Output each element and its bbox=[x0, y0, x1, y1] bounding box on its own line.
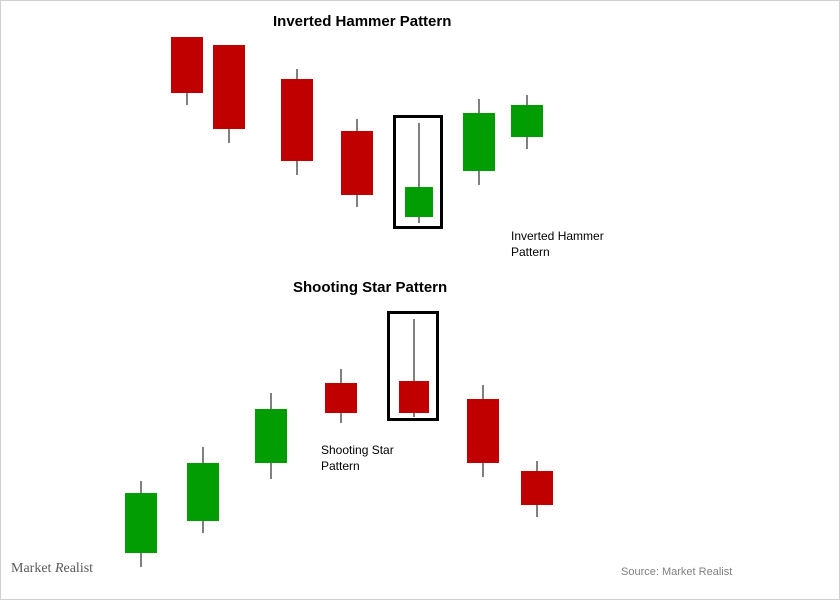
wick-lower bbox=[203, 521, 204, 533]
wick-upper bbox=[203, 447, 204, 463]
wick-lower bbox=[271, 463, 272, 479]
label-inverted-hammer: Inverted Hammer Pattern bbox=[511, 229, 604, 260]
candle-body bbox=[467, 399, 499, 463]
top-candle-2 bbox=[281, 69, 313, 175]
wick-upper bbox=[537, 461, 538, 471]
wick-lower bbox=[357, 195, 358, 207]
top-candle-5 bbox=[463, 99, 495, 185]
wick-upper bbox=[271, 393, 272, 409]
wick-upper bbox=[527, 95, 528, 105]
top-candle-1 bbox=[213, 45, 245, 143]
wick-lower bbox=[187, 93, 188, 105]
candle-body bbox=[281, 79, 313, 161]
wick-upper bbox=[141, 481, 142, 493]
wick-lower bbox=[483, 463, 484, 477]
wick-lower bbox=[341, 413, 342, 423]
bottom-candle-0 bbox=[125, 481, 157, 567]
candle-body bbox=[171, 37, 203, 93]
candle-body bbox=[521, 471, 553, 505]
source-text: Source: Market Realist bbox=[621, 566, 732, 578]
wick-lower bbox=[297, 161, 298, 175]
candle-body bbox=[341, 131, 373, 195]
candle-body bbox=[399, 381, 429, 413]
logo-market-realist: Market Realist bbox=[11, 561, 93, 577]
top-candle-3 bbox=[341, 119, 373, 207]
wick-lower bbox=[479, 171, 480, 185]
top-candle-0 bbox=[171, 37, 203, 105]
candle-body bbox=[213, 45, 245, 129]
wick-lower bbox=[527, 137, 528, 149]
wick-lower bbox=[229, 129, 230, 143]
title-inverted-hammer: Inverted Hammer Pattern bbox=[273, 13, 451, 30]
candle-body bbox=[463, 113, 495, 171]
candle-body bbox=[511, 105, 543, 137]
wick-upper bbox=[414, 319, 415, 381]
candle-body bbox=[187, 463, 219, 521]
label-shooting-star: Shooting Star Pattern bbox=[321, 443, 394, 474]
top-candle-4 bbox=[405, 123, 433, 223]
wick-upper bbox=[419, 123, 420, 187]
top-candle-6 bbox=[511, 95, 543, 149]
wick-lower bbox=[419, 217, 420, 223]
bottom-candle-3 bbox=[325, 369, 357, 423]
wick-upper bbox=[479, 99, 480, 113]
wick-upper bbox=[341, 369, 342, 383]
bottom-candle-6 bbox=[521, 461, 553, 517]
candle-body bbox=[125, 493, 157, 553]
wick-lower bbox=[537, 505, 538, 517]
bottom-candle-5 bbox=[467, 385, 499, 477]
title-shooting-star: Shooting Star Pattern bbox=[293, 279, 447, 296]
wick-upper bbox=[483, 385, 484, 399]
bottom-candle-2 bbox=[255, 393, 287, 479]
bottom-candle-1 bbox=[187, 447, 219, 533]
candle-body bbox=[255, 409, 287, 463]
wick-upper bbox=[357, 119, 358, 131]
candle-body bbox=[405, 187, 433, 217]
bottom-candle-4 bbox=[399, 319, 429, 417]
wick-lower bbox=[414, 413, 415, 417]
candle-body bbox=[325, 383, 357, 413]
wick-lower bbox=[141, 553, 142, 567]
wick-upper bbox=[297, 69, 298, 79]
